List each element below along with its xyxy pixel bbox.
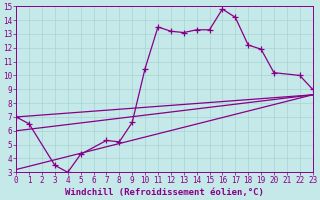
X-axis label: Windchill (Refroidissement éolien,°C): Windchill (Refroidissement éolien,°C)	[65, 188, 264, 197]
